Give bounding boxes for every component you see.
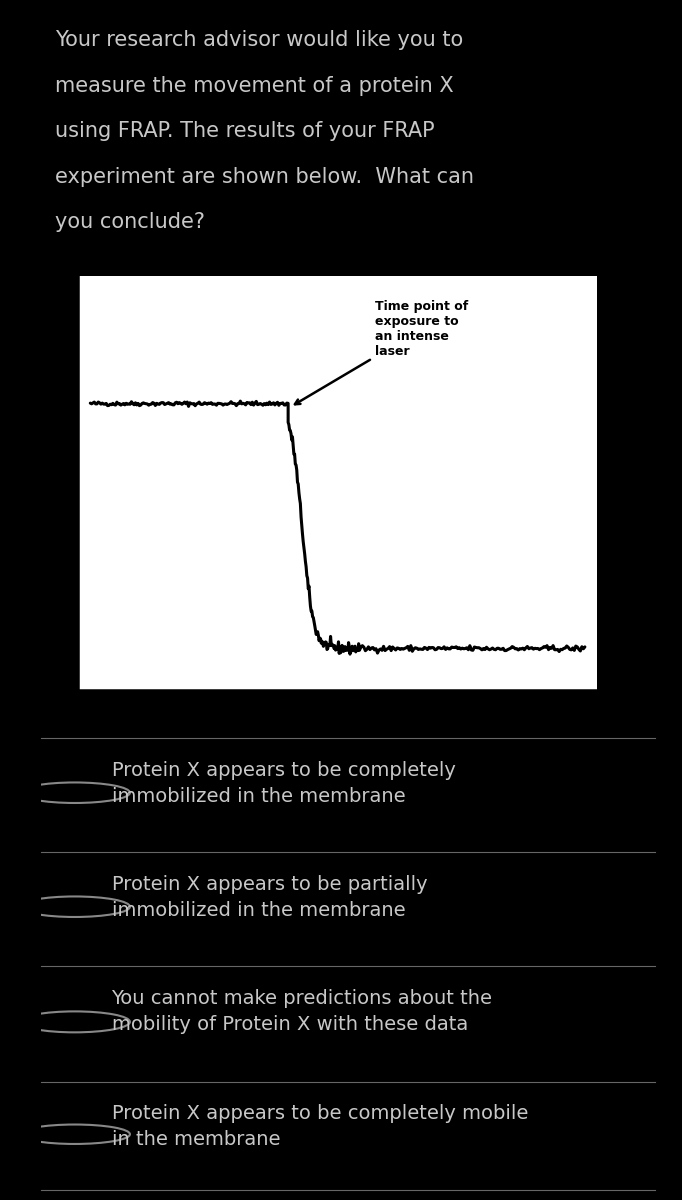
Text: You cannot make predictions about the
mobility of Protein X with these data: You cannot make predictions about the mo…	[112, 989, 492, 1034]
Text: Protein X appears to be completely
immobilized in the membrane: Protein X appears to be completely immob…	[112, 761, 456, 805]
Text: you conclude?: you conclude?	[55, 212, 205, 233]
Text: Protein X appears to be completely mobile
in the membrane: Protein X appears to be completely mobil…	[112, 1104, 528, 1148]
Y-axis label: Fluorescence Intensity
(Arbitrary Units): Fluorescence Intensity (Arbitrary Units)	[45, 408, 73, 558]
Text: Your research advisor would like you to: Your research advisor would like you to	[55, 30, 463, 50]
Text: measure the movement of a protein X: measure the movement of a protein X	[55, 76, 453, 96]
Text: using FRAP. The results of your FRAP: using FRAP. The results of your FRAP	[55, 121, 434, 142]
Text: Protein X appears to be partially
immobilized in the membrane: Protein X appears to be partially immobi…	[112, 875, 427, 919]
X-axis label: Time (Seconds): Time (Seconds)	[276, 697, 400, 712]
Text: experiment are shown below.  What can: experiment are shown below. What can	[55, 167, 473, 187]
Text: Time point of
exposure to
an intense
laser: Time point of exposure to an intense las…	[295, 300, 469, 404]
